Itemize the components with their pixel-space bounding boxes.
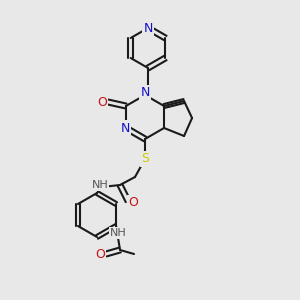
Text: O: O (95, 248, 105, 260)
Text: N: N (140, 86, 150, 100)
Text: N: N (143, 22, 153, 34)
Text: S: S (141, 152, 149, 166)
Text: O: O (97, 95, 107, 109)
Text: O: O (128, 196, 138, 209)
Text: NH: NH (110, 228, 126, 238)
Text: NH: NH (92, 180, 108, 190)
Text: N: N (120, 122, 130, 134)
